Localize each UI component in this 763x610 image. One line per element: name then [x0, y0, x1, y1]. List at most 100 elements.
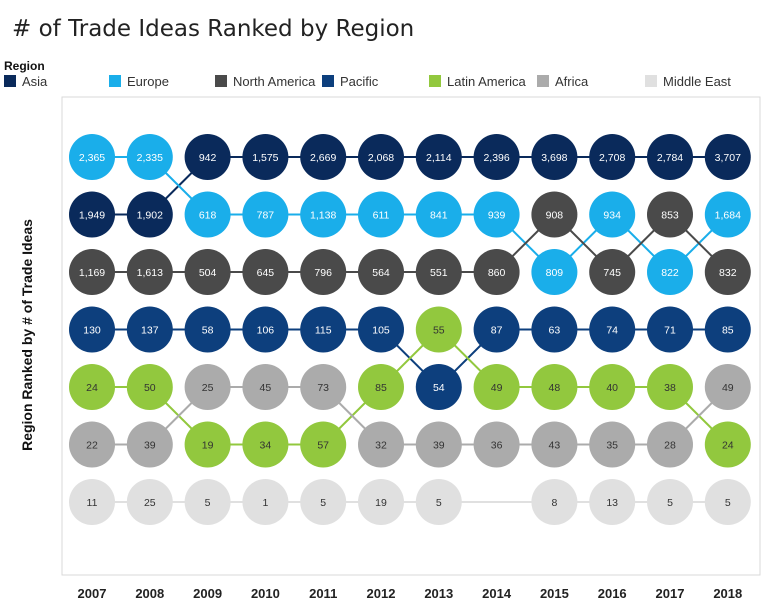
data-label: 796 — [314, 267, 332, 279]
data-label: 115 — [315, 325, 332, 337]
data-point — [589, 364, 636, 410]
legend-swatch — [645, 75, 657, 87]
data-label: 942 — [199, 152, 217, 164]
data-point — [242, 479, 289, 525]
data-label: 5 — [320, 497, 326, 509]
data-point — [69, 134, 115, 180]
data-label: 19 — [202, 440, 214, 452]
data-label: 860 — [488, 267, 506, 279]
data-point — [415, 364, 462, 410]
data-label: 1 — [262, 497, 268, 509]
legend-label: Asia — [22, 73, 48, 89]
data-label: 13 — [606, 497, 618, 509]
legend-item[interactable]: Africa — [537, 73, 588, 89]
data-label: 822 — [661, 267, 679, 279]
data-point — [415, 306, 462, 353]
data-label: 1,684 — [715, 210, 741, 222]
legend-swatch — [4, 75, 16, 87]
data-label: 853 — [661, 210, 679, 222]
data-label: 25 — [202, 382, 214, 394]
data-point — [300, 191, 347, 238]
legend-item[interactable]: Latin America — [429, 73, 526, 89]
data-point — [69, 479, 115, 525]
data-label: 49 — [491, 382, 503, 394]
data-label: 58 — [202, 325, 214, 337]
data-label: 2,784 — [657, 152, 683, 164]
legend-item[interactable]: North America — [215, 73, 315, 89]
data-label: 39 — [144, 440, 156, 452]
data-label: 43 — [549, 440, 561, 452]
data-label: 8 — [551, 497, 557, 509]
data-point — [69, 191, 115, 238]
x-tick-label: 2018 — [713, 586, 742, 601]
data-point — [473, 249, 520, 295]
data-label: 1,949 — [79, 210, 105, 222]
legend-item[interactable]: Middle East — [645, 73, 731, 89]
data-label: 908 — [546, 210, 564, 222]
x-tick-label: 2011 — [309, 586, 337, 601]
data-label: 564 — [372, 267, 390, 279]
data-label: 3,698 — [541, 152, 567, 164]
data-point — [300, 364, 347, 410]
data-point — [531, 191, 578, 238]
data-label: 939 — [488, 210, 506, 222]
data-label: 54 — [433, 382, 445, 394]
data-label: 32 — [375, 440, 387, 452]
data-label: 551 — [430, 267, 448, 279]
data-label: 11 — [87, 497, 98, 509]
data-label: 19 — [375, 497, 387, 509]
data-label: 49 — [722, 382, 734, 394]
legend-item[interactable]: Pacific — [322, 73, 378, 89]
data-point — [184, 134, 231, 180]
legend-swatch — [109, 75, 121, 87]
data-point — [589, 191, 636, 238]
data-point — [415, 479, 462, 525]
data-label: 611 — [373, 210, 390, 222]
x-tick-label: 2009 — [193, 586, 222, 601]
data-point — [126, 364, 173, 410]
data-label: 85 — [722, 325, 734, 337]
data-label: 25 — [144, 497, 156, 509]
legend-item[interactable]: Europe — [109, 73, 169, 89]
data-label: 106 — [257, 325, 275, 337]
data-point — [242, 191, 289, 238]
data-point — [184, 249, 231, 295]
data-label: 57 — [317, 440, 329, 452]
data-point — [415, 249, 462, 295]
data-label: 137 — [141, 325, 159, 337]
data-point — [300, 421, 347, 468]
data-point — [704, 191, 751, 238]
data-point — [415, 191, 462, 238]
data-label: 1,902 — [137, 210, 163, 222]
data-point — [300, 249, 347, 295]
data-point — [126, 191, 173, 238]
legend-item[interactable]: Asia — [4, 73, 47, 89]
x-tick-label: 2010 — [251, 586, 280, 601]
x-tick-label: 2007 — [78, 586, 107, 601]
x-tick-label: 2014 — [482, 586, 512, 601]
data-point — [126, 306, 173, 353]
data-point — [300, 306, 347, 353]
data-label: 934 — [603, 210, 621, 222]
data-point — [704, 479, 751, 525]
data-point — [704, 134, 751, 180]
data-point — [704, 421, 751, 468]
data-label: 28 — [664, 440, 676, 452]
data-point — [589, 134, 636, 180]
data-point — [531, 479, 578, 525]
data-label: 2,335 — [137, 152, 163, 164]
data-label: 48 — [549, 382, 561, 394]
legend-swatch — [322, 75, 334, 87]
data-label: 36 — [491, 440, 503, 452]
data-label: 105 — [372, 325, 390, 337]
data-label: 787 — [257, 210, 275, 222]
legend-label: North America — [233, 73, 316, 89]
legend-title: Region — [4, 59, 45, 73]
legend-label: Middle East — [663, 73, 731, 89]
data-point — [184, 306, 231, 353]
data-label: 74 — [606, 325, 618, 337]
legend-swatch — [429, 75, 441, 87]
data-label: 40 — [606, 382, 618, 394]
data-point — [473, 421, 520, 468]
data-point — [126, 421, 173, 468]
